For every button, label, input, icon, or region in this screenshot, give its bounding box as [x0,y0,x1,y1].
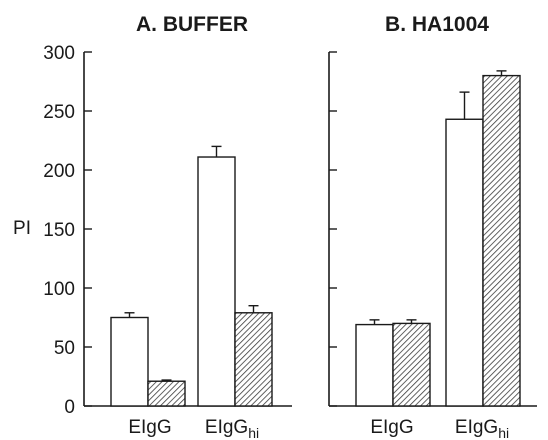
bar-open [110,316,149,407]
panel-b: B. HA1004 EIgG EIgGhi [328,13,537,440]
y-axis-label: PI [13,218,31,239]
category-label: EIgGhi [205,417,259,440]
panel-a: A. BUFFER 0 50 100 150 200 250 300 PI EIgG EIgGhi [13,13,292,440]
y-tick-label: 0 [64,397,75,418]
bar-open [197,156,236,407]
category-label: EIgG [370,417,413,438]
bar-hatched [147,380,186,407]
y-tick-label: 100 [43,279,75,300]
y-tick-label: 250 [43,102,75,123]
y-tick-label: 200 [43,161,75,182]
category-label: EIgGhi [455,417,509,440]
chart-title: A. BUFFER [136,13,248,36]
bar-open [355,323,394,407]
category-label: EIgG [128,417,171,438]
bar-hatched [234,312,273,407]
y-tick-label: 300 [43,43,75,64]
y-tick-label: 150 [43,220,75,241]
bar-hatched [392,322,431,407]
y-tick-label: 50 [54,338,75,359]
bar-hatched [482,74,521,407]
bar-open [445,118,484,407]
chart-title: B. HA1004 [385,13,489,36]
